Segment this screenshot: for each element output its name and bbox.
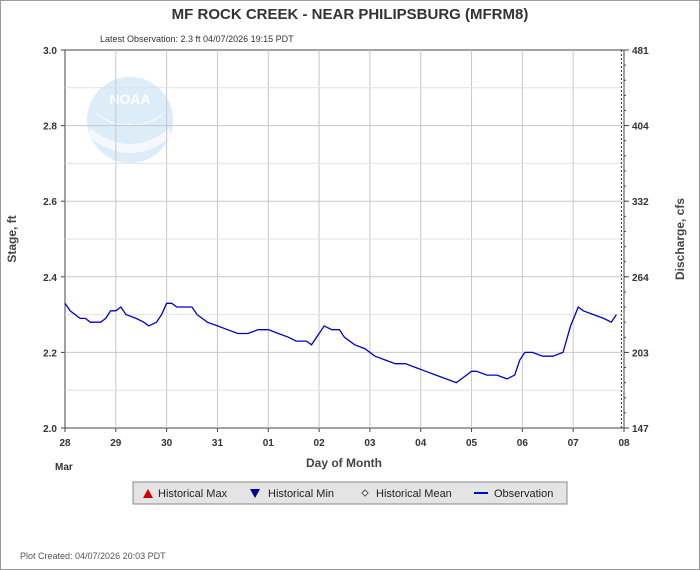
month-label: Mar — [55, 462, 73, 473]
y2-tick-label: 404 — [632, 122, 649, 133]
y2-tick-label: 481 — [632, 46, 649, 57]
axis-ticks: 28 29 30 31 01 02 03 04 05 06 07 08 2.0 2.2 2.4 2.6 2.8 3… — [43, 46, 649, 449]
latest-observation: Latest Observation: 2.3 ft 04/07/2026 19… — [100, 34, 294, 44]
legend-box — [132, 481, 568, 505]
x-tick-label: 05 — [466, 438, 478, 449]
series — [64, 302, 617, 384]
x-axis-label: Day of Month — [306, 456, 382, 470]
series-line-observation — [64, 302, 617, 384]
x-tick-label: 01 — [263, 438, 275, 449]
x-tick-label: 08 — [618, 438, 630, 449]
x-tick-label: 07 — [568, 438, 580, 449]
y-axis-label: Stage, ft — [5, 215, 19, 262]
y2-tick-label: 332 — [632, 197, 649, 208]
x-tick-label: 04 — [415, 438, 427, 449]
y-tick-label: 2.2 — [43, 348, 57, 359]
y-tick-label: 2.6 — [43, 197, 57, 208]
x-tick-label: 29 — [110, 438, 122, 449]
y-tick-label: 2.8 — [43, 122, 57, 133]
x-tick-label: 02 — [314, 438, 326, 449]
legend-historical-max: Historical Max — [158, 488, 228, 500]
x-tick-label: 31 — [212, 438, 224, 449]
legend: Historical Max Historical Min Historical… — [132, 481, 568, 505]
triangle-up-icon — [143, 489, 153, 498]
y2-tick-label: 203 — [632, 348, 649, 359]
y-tick-label: 2.0 — [43, 424, 57, 435]
y2-tick-label: 147 — [632, 424, 649, 435]
chart-title: MF ROCK CREEK - NEAR PHILIPSBURG (MFRM8) — [172, 6, 529, 23]
legend-historical-mean: Historical Mean — [376, 488, 452, 500]
triangle-down-icon — [250, 489, 260, 498]
legend-historical-min: Historical Min — [268, 488, 334, 500]
x-tick-label: 28 — [59, 438, 71, 449]
plot-created: Plot Created: 04/07/2026 20:03 PDT — [20, 551, 166, 561]
x-tick-label: 30 — [161, 438, 173, 449]
y-tick-label: 2.4 — [43, 273, 57, 284]
y2-axis-label: Discharge, cfs — [673, 198, 687, 280]
noaa-logo-text: NOAA — [109, 91, 150, 107]
y2-tick-label: 264 — [632, 273, 649, 284]
x-tick-label: 03 — [364, 438, 376, 449]
x-tick-label: 06 — [517, 438, 529, 449]
legend-observation: Observation — [494, 488, 553, 500]
grid — [65, 50, 624, 428]
y-tick-label: 3.0 — [43, 46, 57, 57]
diamond-icon — [361, 489, 369, 497]
noaa-logo: NOAA — [87, 77, 173, 163]
